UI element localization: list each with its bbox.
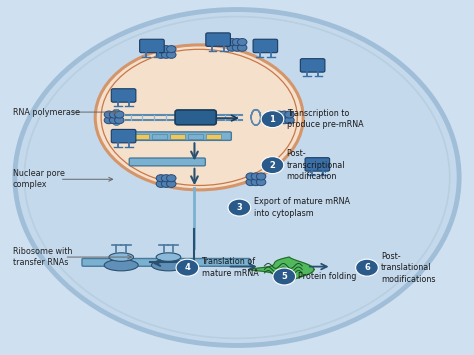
FancyBboxPatch shape (129, 158, 205, 166)
Circle shape (161, 45, 171, 53)
Ellipse shape (152, 260, 185, 271)
Text: 6: 6 (364, 263, 370, 272)
Circle shape (237, 44, 247, 51)
FancyBboxPatch shape (206, 33, 230, 46)
Circle shape (228, 199, 251, 216)
Circle shape (232, 39, 242, 45)
Text: Export of mature mRNA
into cytoplasm: Export of mature mRNA into cytoplasm (254, 197, 349, 218)
FancyBboxPatch shape (152, 133, 167, 139)
Circle shape (104, 117, 114, 124)
Circle shape (280, 117, 289, 124)
Circle shape (246, 173, 255, 180)
Circle shape (232, 44, 242, 51)
Circle shape (104, 111, 114, 118)
Circle shape (274, 111, 284, 118)
Circle shape (156, 51, 165, 58)
Circle shape (115, 117, 124, 124)
Circle shape (285, 117, 294, 124)
FancyBboxPatch shape (253, 39, 278, 53)
FancyBboxPatch shape (301, 59, 325, 72)
Circle shape (115, 111, 124, 118)
FancyBboxPatch shape (129, 132, 231, 140)
Text: Post-
translational
modifications: Post- translational modifications (381, 252, 436, 284)
FancyBboxPatch shape (170, 133, 185, 139)
Circle shape (109, 117, 119, 124)
Polygon shape (250, 257, 314, 282)
Text: Ribosome with
transfer RNAs: Ribosome with transfer RNAs (12, 247, 72, 267)
Text: 5: 5 (282, 272, 287, 281)
Circle shape (356, 259, 378, 276)
Circle shape (273, 268, 296, 285)
Text: 1: 1 (270, 115, 275, 124)
Text: Post-
transcriptional
modification: Post- transcriptional modification (287, 149, 345, 181)
FancyBboxPatch shape (140, 39, 164, 53)
Circle shape (109, 111, 119, 118)
Circle shape (166, 45, 176, 53)
Ellipse shape (95, 45, 303, 190)
Ellipse shape (104, 260, 138, 271)
Ellipse shape (15, 10, 459, 345)
Ellipse shape (156, 253, 181, 261)
Text: 4: 4 (184, 263, 191, 272)
Text: Transcription to
produce pre-mRNA: Transcription to produce pre-mRNA (287, 109, 363, 129)
FancyBboxPatch shape (134, 133, 149, 139)
Circle shape (161, 180, 171, 187)
Text: RNA polymerase: RNA polymerase (12, 108, 80, 116)
Circle shape (280, 111, 289, 118)
FancyBboxPatch shape (188, 133, 203, 139)
Circle shape (261, 111, 284, 128)
Circle shape (274, 117, 284, 124)
Circle shape (285, 111, 294, 118)
Circle shape (237, 39, 247, 45)
FancyBboxPatch shape (111, 130, 136, 143)
Circle shape (246, 179, 255, 186)
Circle shape (176, 259, 199, 276)
Circle shape (256, 179, 266, 186)
Circle shape (161, 51, 171, 58)
Circle shape (261, 157, 284, 174)
Circle shape (166, 180, 176, 187)
Text: Protein folding: Protein folding (299, 272, 357, 281)
Circle shape (256, 173, 266, 180)
Circle shape (166, 175, 176, 182)
FancyBboxPatch shape (111, 89, 136, 102)
Circle shape (166, 51, 176, 58)
Text: Translation of
mature mRNA: Translation of mature mRNA (201, 257, 258, 278)
Circle shape (156, 180, 165, 187)
Circle shape (227, 44, 237, 51)
Circle shape (156, 45, 165, 53)
FancyBboxPatch shape (82, 258, 250, 266)
FancyBboxPatch shape (305, 158, 329, 171)
Circle shape (251, 173, 261, 180)
Text: 3: 3 (237, 203, 242, 212)
Text: 2: 2 (270, 160, 275, 170)
Circle shape (156, 175, 165, 182)
FancyBboxPatch shape (175, 110, 216, 125)
Text: Nuclear pore
complex: Nuclear pore complex (12, 169, 64, 189)
Circle shape (251, 179, 261, 186)
Circle shape (161, 175, 171, 182)
Ellipse shape (109, 253, 134, 261)
FancyBboxPatch shape (206, 133, 221, 139)
Circle shape (227, 39, 237, 45)
